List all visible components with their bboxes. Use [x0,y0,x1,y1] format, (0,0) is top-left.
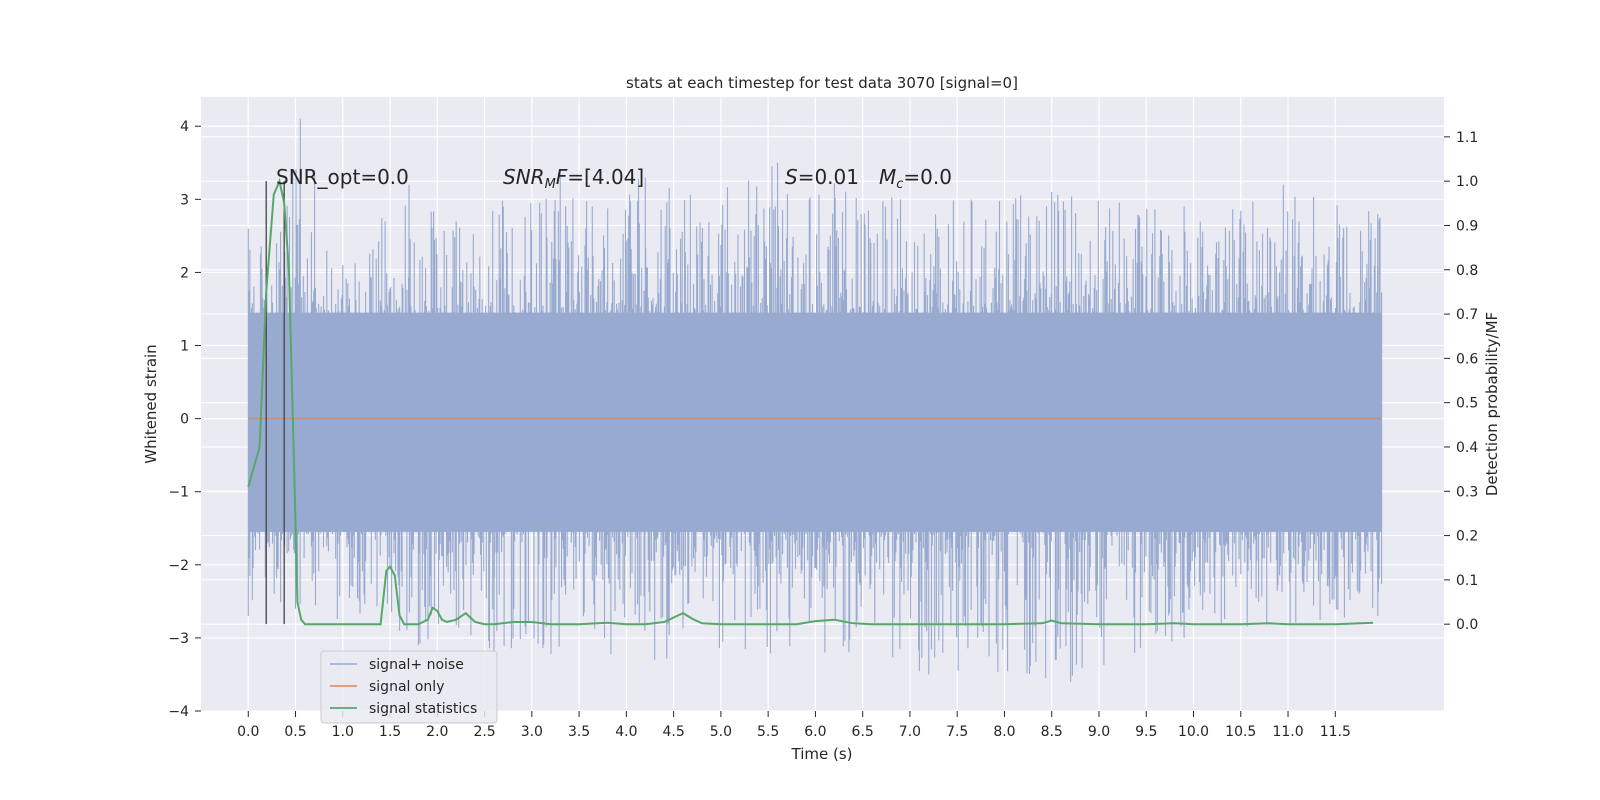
signal-noise-series [247,118,1383,682]
y-axis-label-left: Whitened strain [142,344,160,463]
x-tick-label-5: 2.5 [473,724,495,740]
y-right-tick-label-8: 0.8 [1456,263,1478,279]
y-left-tick-label-3: −1 [168,485,189,501]
x-tick-label-3: 1.5 [379,724,401,740]
x-tick-label-12: 6.0 [804,724,826,740]
y-right-tick-label-10: 1.0 [1456,174,1478,190]
annotation-mc: Mc=0.0 [879,165,952,192]
y-right-tick-label-9: 0.9 [1456,218,1478,234]
y-right-tick-label-5: 0.5 [1456,396,1478,412]
y-ticks-right: 0.0 0.1 0.2 0.3 0.4 0.5 0.6 0.7 0.8 0.9 1.0 1.1 [1444,130,1478,633]
legend-box [320,650,498,724]
y-left-tick-label-4: 0 [180,412,189,428]
annotation-s: S=0.01 [785,165,859,189]
x-tick-label-0: 0.0 [237,724,259,740]
y-left-tick-label-1: −3 [168,631,189,647]
y-left-tick-label-2: −2 [168,558,189,574]
x-tick-label-23: 11.5 [1320,724,1351,740]
y-right-tick-label-7: 0.7 [1456,307,1478,323]
y-axis-label-right: Detection probability/MF [1483,312,1501,496]
x-tick-label-13: 6.5 [852,724,874,740]
x-tick-label-20: 10.0 [1178,724,1209,740]
y-right-tick-label-3: 0.3 [1456,484,1478,500]
x-tick-label-10: 5.0 [710,724,732,740]
y-right-tick-label-0: 0.0 [1456,617,1478,633]
x-tick-label-15: 7.5 [946,724,968,740]
x-tick-label-11: 5.5 [757,724,779,740]
x-tick-label-22: 11.0 [1272,724,1303,740]
x-tick-label-8: 4.0 [615,724,637,740]
annotation-snr-opt: SNR_opt=0.0 [276,165,409,189]
vertical-markers [265,181,285,625]
y-right-tick-label-4: 0.4 [1456,440,1478,456]
x-tick-label-4: 2.0 [426,724,448,740]
s-value: =0.01 [798,165,859,189]
y-right-tick-label-6: 0.6 [1456,351,1478,367]
legend: signal+ noise signal only signal statist… [320,650,498,724]
x-tick-label-9: 4.5 [662,724,684,740]
legend-label-signal-only: signal only [369,679,444,695]
x-ticks: 0.0 0.5 1.0 1.5 2.0 2.5 3.0 3.5 4.0 4.5 5.0 5.5 6.0 6… [237,711,1351,740]
x-tick-label-21: 10.5 [1225,724,1256,740]
x-axis-label: Time (s) [791,745,853,763]
x-tick-label-19: 9.5 [1135,724,1157,740]
y-ticks-left: −4 −3 −2 −1 0 1 2 3 4 [168,119,201,720]
x-tick-label-7: 3.5 [568,724,590,740]
y-left-tick-label-0: −4 [168,704,189,720]
y-right-tick-label-1: 0.1 [1456,573,1478,589]
chart-title: stats at each timestep for test data 307… [626,74,1018,92]
y-right-tick-label-2: 0.2 [1456,529,1478,545]
legend-label-signal-noise: signal+ noise [369,657,464,673]
annotation-snr-mf: SNRMF=[4.04] [503,165,644,192]
x-tick-label-18: 9.0 [1088,724,1110,740]
x-tick-label-1: 0.5 [284,724,306,740]
y-left-tick-label-8: 4 [180,119,189,135]
y-left-tick-label-6: 2 [180,265,189,281]
legend-label-signal-statistics: signal statistics [369,701,477,717]
y-right-tick-label-11: 1.1 [1456,130,1478,146]
mc-value: =0.0 [903,165,952,189]
y-left-tick-label-5: 1 [180,339,189,355]
x-tick-label-17: 8.5 [1041,724,1063,740]
x-tick-label-14: 7.0 [899,724,921,740]
signal-statistics-series [247,177,1374,626]
signal-noise-trace [247,118,1383,682]
x-tick-label-6: 3.0 [521,724,543,740]
x-tick-label-16: 8.0 [993,724,1015,740]
y-left-tick-label-7: 3 [180,192,189,208]
snr-mf-value: =[4.04] [567,165,644,189]
x-tick-label-2: 1.0 [332,724,354,740]
